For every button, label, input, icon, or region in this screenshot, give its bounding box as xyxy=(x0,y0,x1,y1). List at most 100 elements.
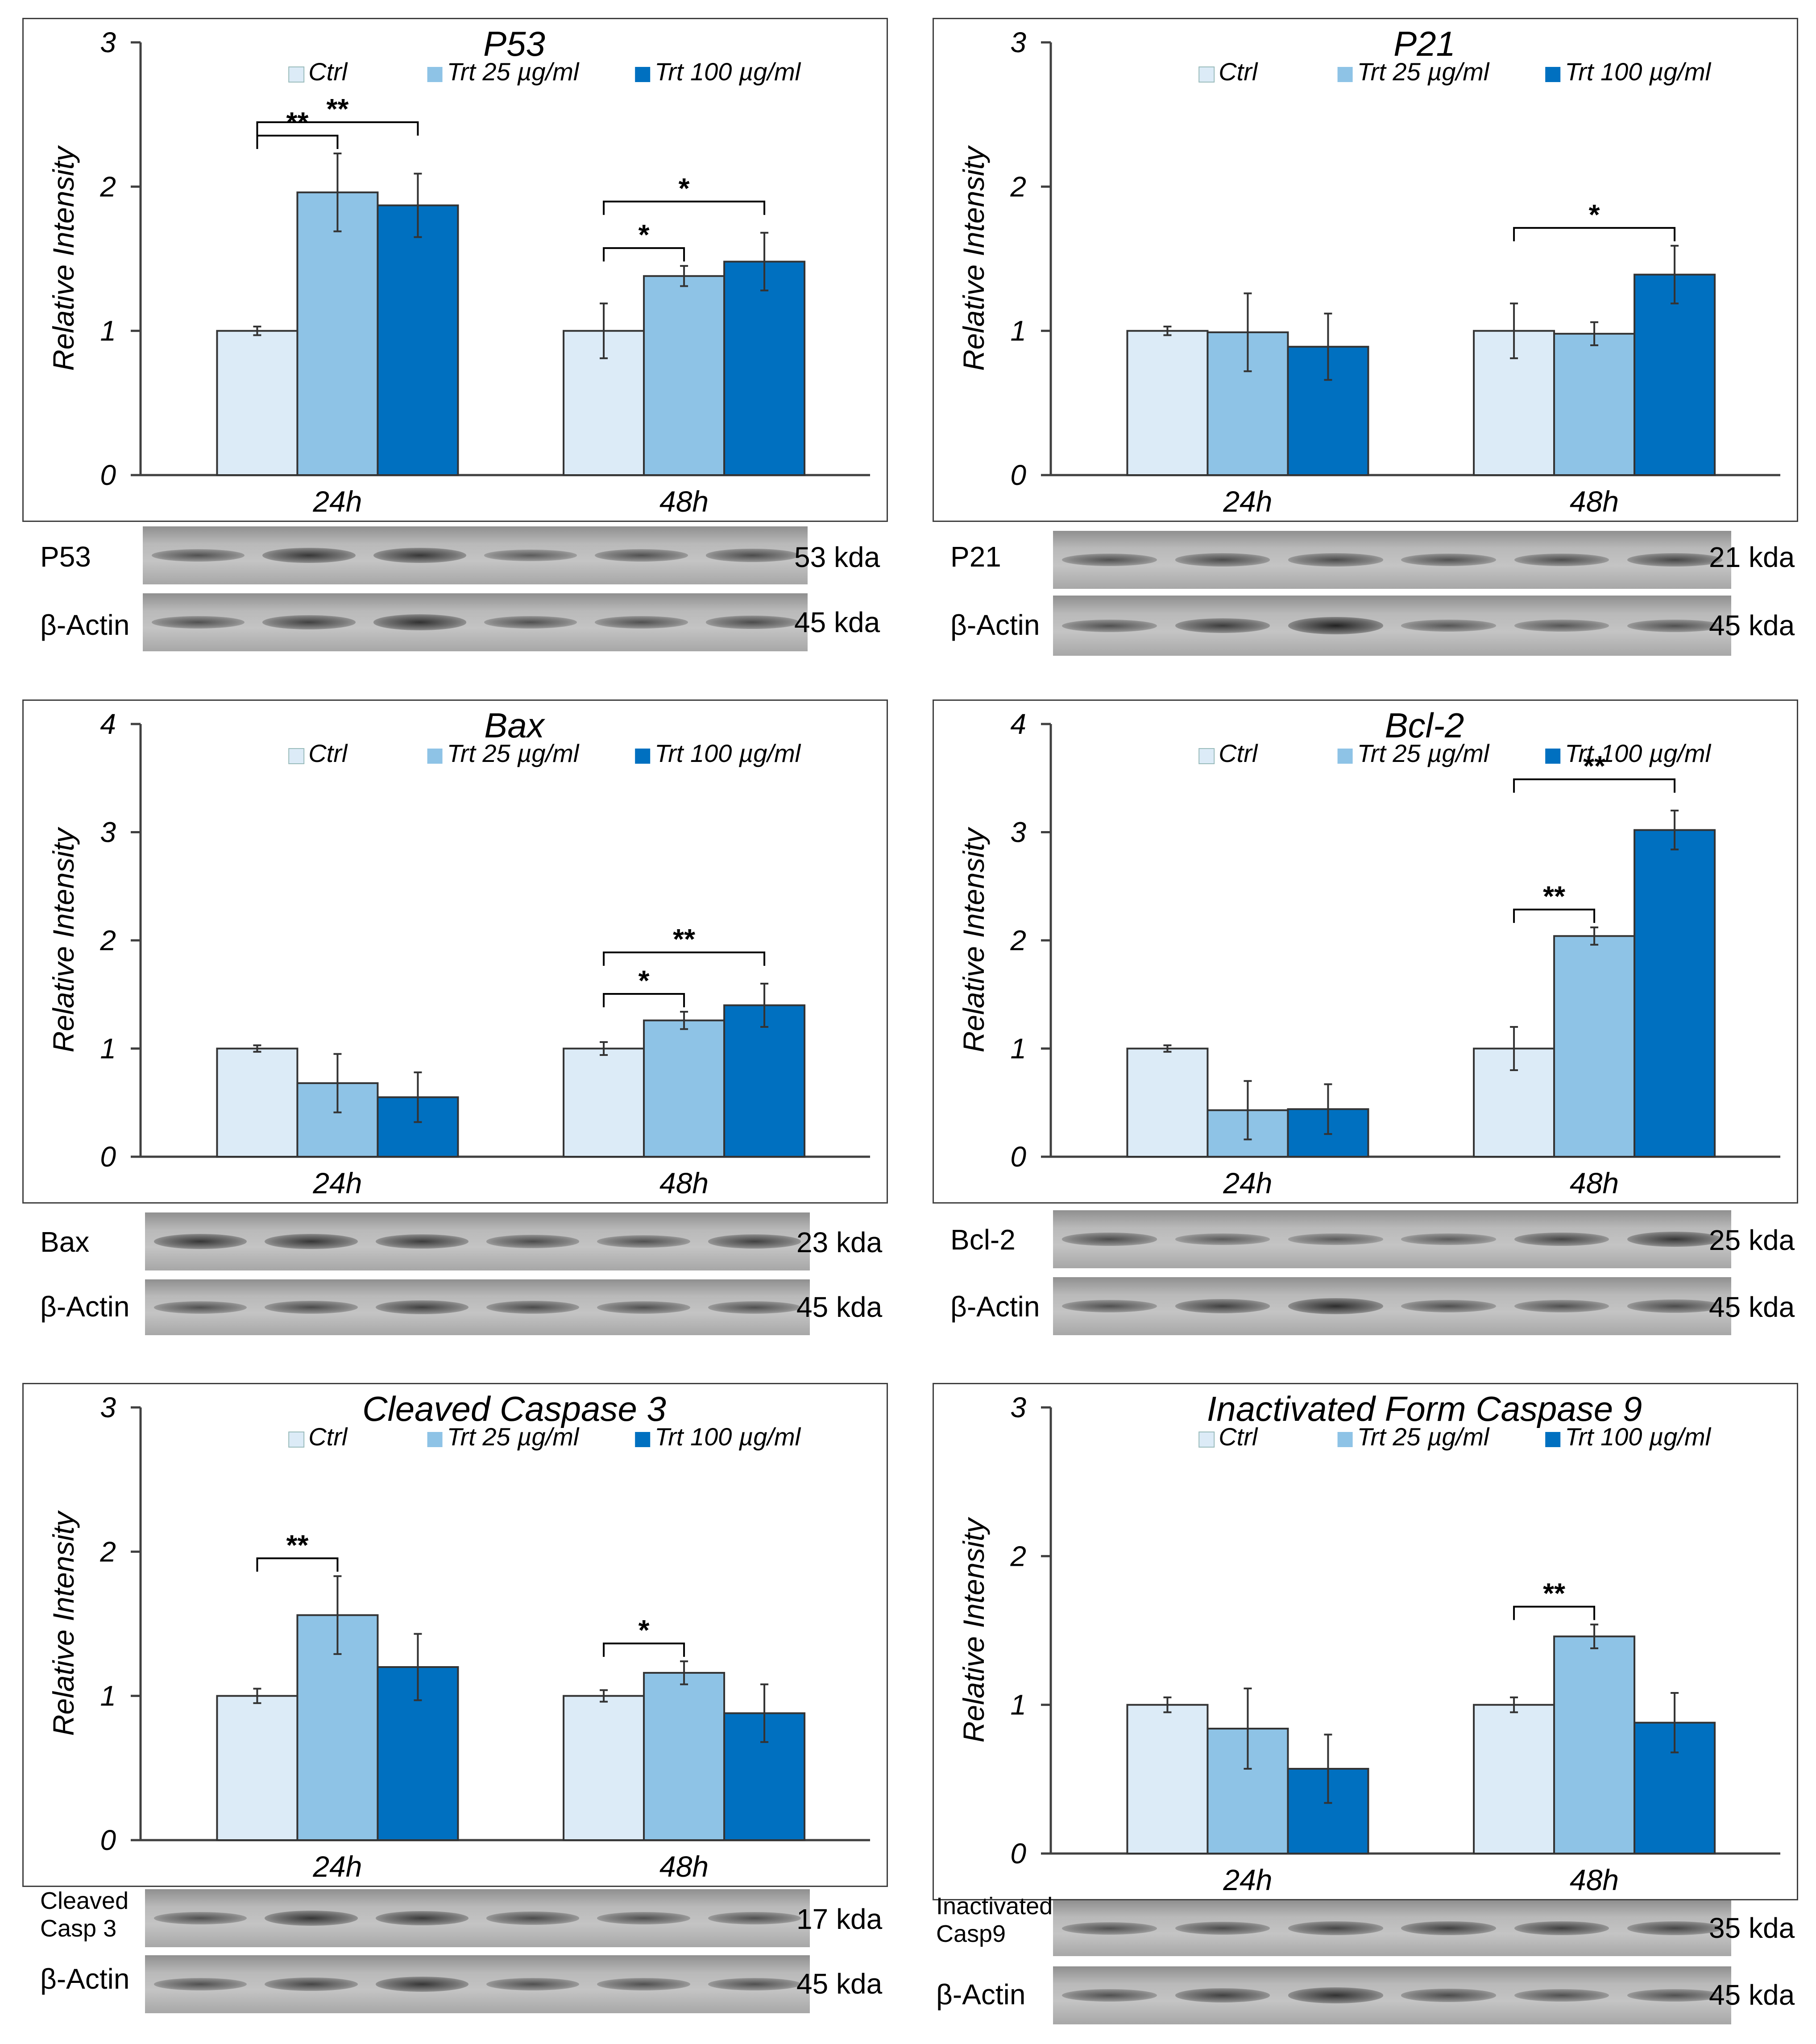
blot-band xyxy=(1401,1989,1497,2002)
blot-label-target: Inactivated Casp9 xyxy=(936,1892,1053,1948)
blot-label-target: Bax xyxy=(40,1226,90,1258)
x-tick-label: 24h xyxy=(1223,485,1272,518)
y-tick-label: 1 xyxy=(100,1680,116,1712)
legend-label-ctrl: Ctrl xyxy=(1219,58,1258,86)
legend-label-trt100: Trt 100 µg/ml xyxy=(1565,58,1711,86)
bar-trt100-48h xyxy=(723,1004,806,1158)
chart-cleaved-caspase3: 0 1 2 3 Relative Intensity Cleaved Caspase 3 C… xyxy=(47,1389,870,1883)
legend-label-trt100: Trt 100 µg/ml xyxy=(1565,1423,1711,1451)
blot-band xyxy=(1175,1299,1270,1313)
x-tick-label: 48h xyxy=(1570,1863,1619,1896)
blot-band xyxy=(262,548,356,563)
blot-strip-actin xyxy=(1053,596,1731,656)
blot-band xyxy=(1062,1989,1157,2002)
blot-strip-target xyxy=(1053,1900,1731,1956)
blot-band xyxy=(1627,1989,1722,2002)
legend-swatch-ctrl xyxy=(288,1432,305,1448)
y-tick-label: 4 xyxy=(100,708,116,740)
blot-band xyxy=(705,616,799,629)
blot-band xyxy=(595,616,688,629)
y-tick-label: 2 xyxy=(1010,170,1026,203)
blot-band xyxy=(1062,1922,1157,1935)
chart-title: Cleaved Caspase 3 xyxy=(362,1389,666,1428)
legend-swatch-trt25 xyxy=(427,749,443,764)
x-tick-label: 48h xyxy=(659,1850,709,1883)
blot-strip-target xyxy=(1053,1210,1731,1268)
blot-strip-actin xyxy=(145,1279,810,1335)
panel-cleaved-caspase3: 0 1 2 3 Relative Intensity Cleaved Caspase 3 C… xyxy=(22,1383,888,2039)
y-axis-label: Relative Intensity xyxy=(47,827,80,1053)
chart-bax: 0 1 2 3 4 Relative Intensity Bax Ctrl Trt 25 µg/… xyxy=(47,706,870,1200)
y-axis-label: Relative Intensity xyxy=(957,1517,990,1743)
legend-swatch-ctrl xyxy=(288,66,305,83)
significance-bracket xyxy=(256,1557,339,1572)
blot-band xyxy=(1401,1300,1497,1312)
blot-band xyxy=(486,1235,580,1248)
bar-ctrl-24h xyxy=(1126,330,1209,476)
significance-bracket xyxy=(1513,778,1676,793)
blot-label-line2: Casp 3 xyxy=(40,1915,117,1942)
significance-bracket xyxy=(603,247,685,262)
blot-band xyxy=(708,1912,801,1924)
legend-swatch-trt100 xyxy=(1545,749,1561,764)
blot-strip-target xyxy=(145,1212,810,1270)
blot-band xyxy=(1175,553,1270,567)
legend-label-trt25: Trt 25 µg/ml xyxy=(447,739,580,767)
significance-bracket xyxy=(603,952,766,966)
significance-label: ** xyxy=(1543,880,1565,912)
kda-target: 53 kda xyxy=(794,541,880,573)
y-tick-label: 0 xyxy=(1010,1141,1026,1173)
blot-label-actin: β-Actin xyxy=(40,1963,130,1995)
legend-label-trt25: Trt 25 µg/ml xyxy=(1357,739,1490,767)
bar-ctrl-48h xyxy=(563,1047,645,1158)
blot-band xyxy=(1514,553,1609,567)
blot-band xyxy=(597,1235,690,1248)
y-tick-label: 0 xyxy=(100,1824,116,1856)
bar-trt25-48h xyxy=(643,1019,726,1158)
x-tick-label: 24h xyxy=(1223,1167,1272,1200)
chart-title: Bax xyxy=(484,706,545,745)
y-tick-label: 2 xyxy=(100,1535,116,1568)
bar-trt25-48h xyxy=(643,275,726,476)
bar-trt25-48h xyxy=(1553,1635,1636,1854)
kda-target: 21 kda xyxy=(1709,541,1795,573)
y-tick-label: 2 xyxy=(100,170,116,203)
bar-trt100-48h xyxy=(723,261,806,476)
blot-band xyxy=(705,549,799,562)
blot-band xyxy=(708,1234,801,1249)
x-tick-label: 24h xyxy=(312,1167,362,1200)
kda-target: 23 kda xyxy=(796,1226,883,1258)
blot-band xyxy=(151,549,245,562)
blot-strip-target xyxy=(145,1889,810,1947)
y-tick-label: 3 xyxy=(1010,1391,1026,1423)
bar-trt25-48h xyxy=(643,1672,726,1841)
panel-bcl2: 0 1 2 3 4 Relative Intensity Bcl-2 Ctrl Trt 25 µ… xyxy=(933,699,1798,1355)
blot-band xyxy=(153,1978,247,1990)
kda-actin: 45 kda xyxy=(1709,1291,1795,1323)
chart-title: P53 xyxy=(483,24,545,63)
legend-swatch-ctrl xyxy=(1198,66,1215,83)
x-tick-label: 24h xyxy=(1223,1863,1272,1896)
significance-label: * xyxy=(639,964,650,997)
blot-band xyxy=(1627,1232,1722,1247)
blot-band xyxy=(1175,618,1270,633)
blot-band xyxy=(375,1977,469,1992)
chart-title: P21 xyxy=(1393,24,1455,63)
blot-band xyxy=(1627,553,1722,567)
significance-label: * xyxy=(639,219,650,251)
blot-band xyxy=(486,1912,580,1925)
panel-inactivated-caspase9: 0 1 2 3 Relative Intensity Inactivated Form C… xyxy=(933,1383,1798,2039)
significance-bracket xyxy=(256,134,339,149)
x-tick-label: 48h xyxy=(1570,485,1619,518)
y-tick-label: 3 xyxy=(100,816,116,848)
blot-strip-actin xyxy=(143,593,808,651)
blot-band xyxy=(1514,1232,1609,1246)
blot-label-actin: β-Actin xyxy=(950,1291,1040,1323)
significance-bracket xyxy=(1513,908,1596,923)
blot-label-line2: Casp9 xyxy=(936,1920,1006,1948)
y-tick-label: 3 xyxy=(100,26,116,58)
y-tick-label: 1 xyxy=(1010,315,1026,347)
blot-label-actin: β-Actin xyxy=(950,609,1040,641)
blot-band xyxy=(265,1977,358,1991)
significance-label: ** xyxy=(1583,750,1605,782)
